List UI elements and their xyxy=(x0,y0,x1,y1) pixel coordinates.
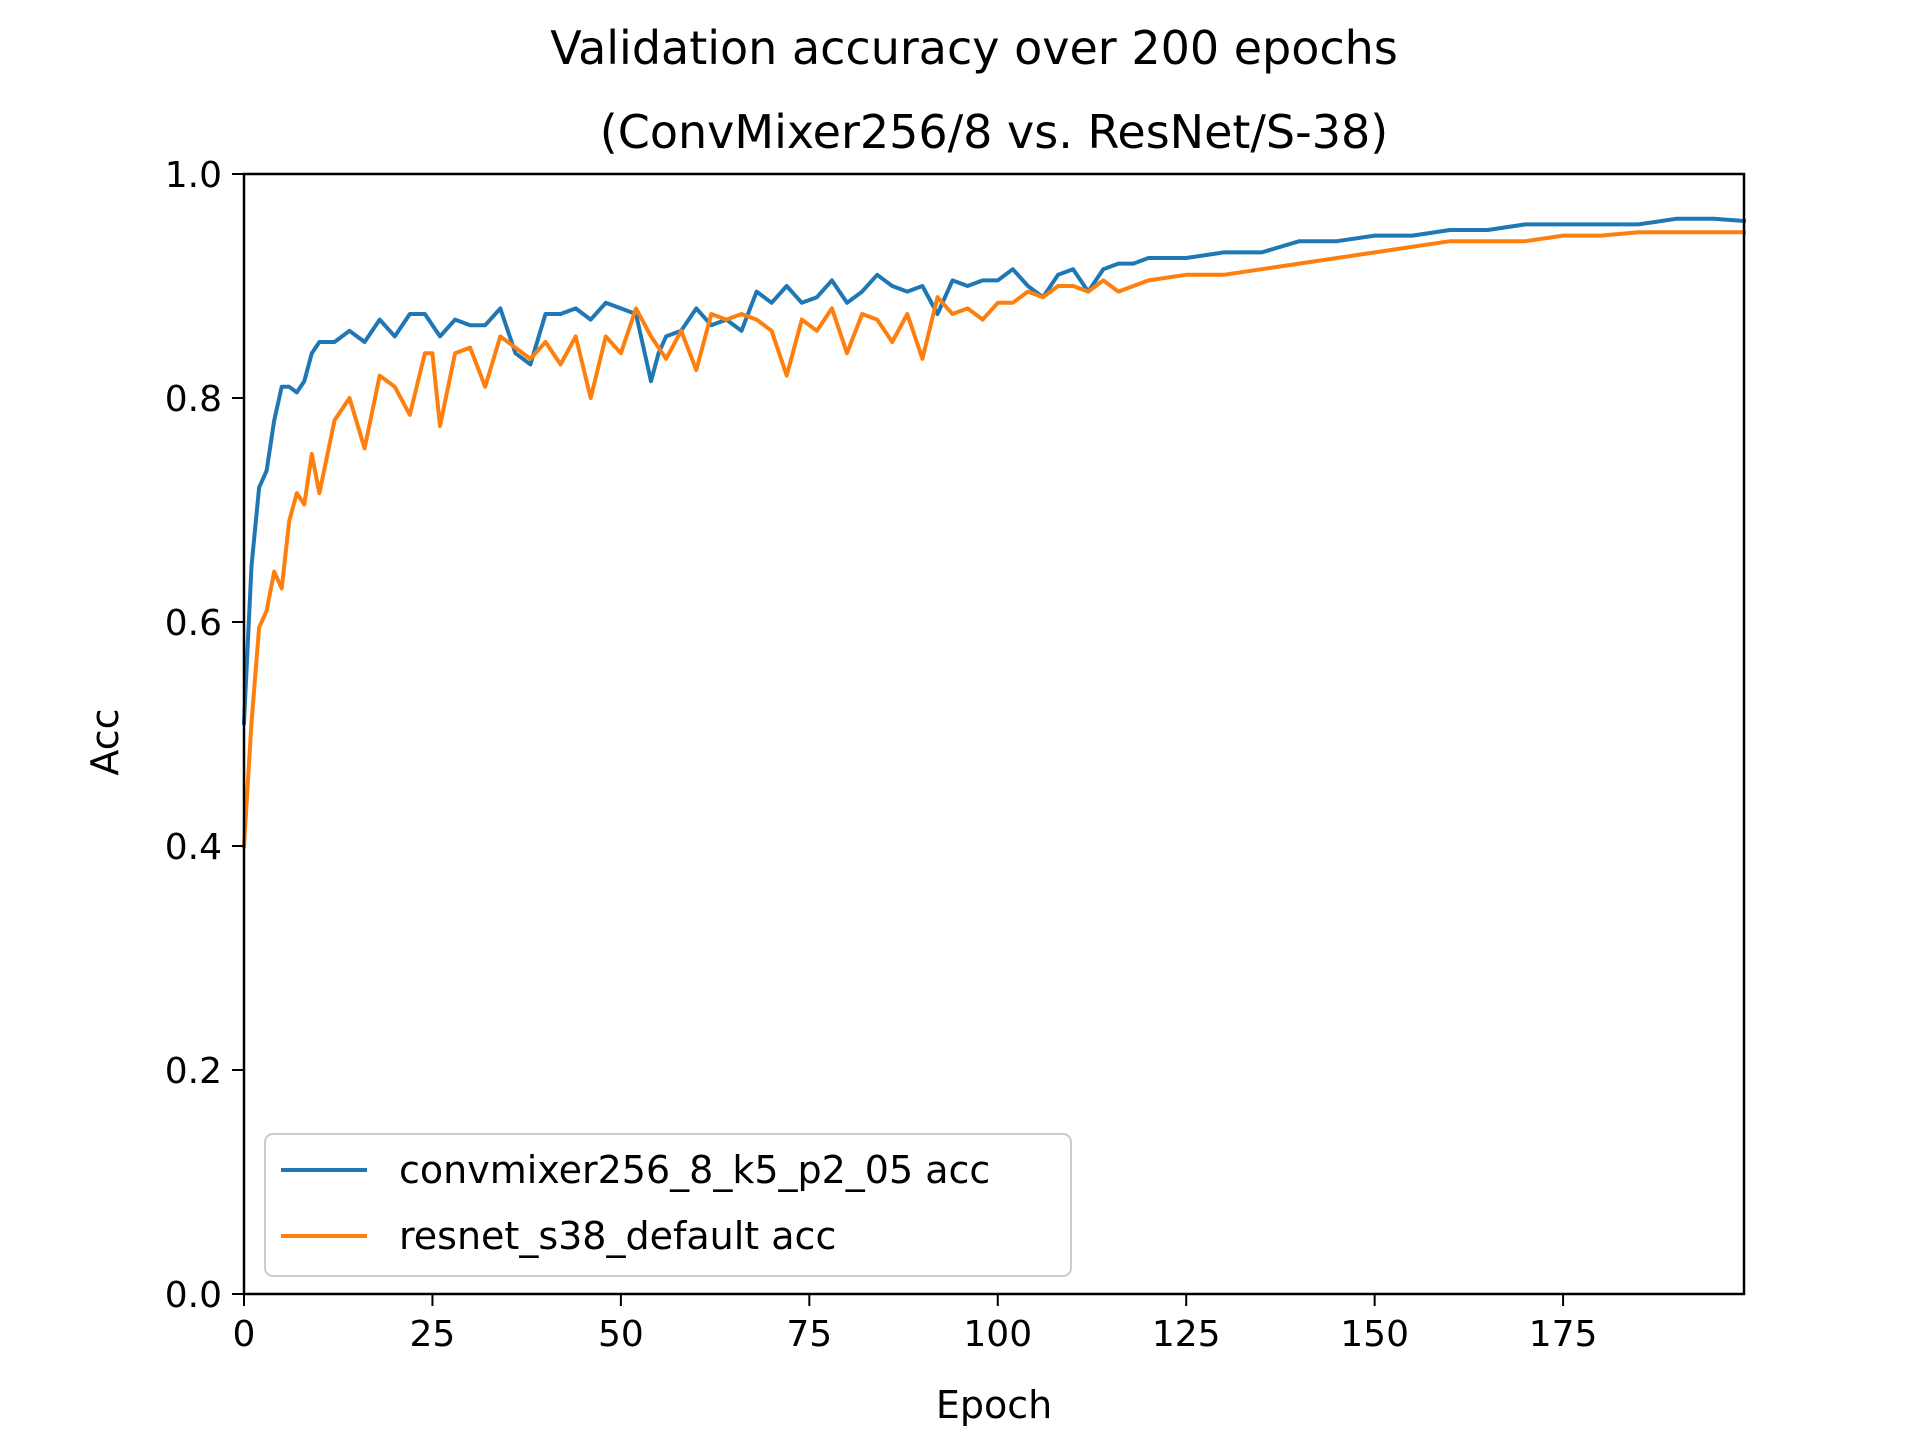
x-tick-label: 175 xyxy=(1529,1314,1598,1355)
x-tick-label: 100 xyxy=(963,1314,1032,1355)
y-tick-label: 0.8 xyxy=(165,379,222,420)
y-tick-label: 0.4 xyxy=(165,827,222,868)
x-tick-label: 50 xyxy=(598,1314,644,1355)
y-tick-label: 0.6 xyxy=(165,603,222,644)
legend-label-1: convmixer256_8_k5_p2_05 acc xyxy=(399,1148,990,1192)
x-axis-label: Epoch xyxy=(936,1383,1052,1427)
legend: convmixer256_8_k5_p2_05 acc resnet_s38_de… xyxy=(264,1133,1072,1277)
chart-subtitle: (ConvMixer256/8 vs. ResNet/S-38) xyxy=(600,105,1388,159)
plot-frame xyxy=(242,172,1746,1296)
y-tick-label: 1.0 xyxy=(165,155,222,196)
x-tick-label: 150 xyxy=(1340,1314,1409,1355)
x-tick-label: 25 xyxy=(410,1314,456,1355)
series-line-1 xyxy=(241,216,1747,725)
chart-title: Validation accuracy over 200 epochs xyxy=(550,21,1398,75)
y-axis-label: Acc xyxy=(83,708,127,775)
legend-label-2: resnet_s38_default acc xyxy=(399,1214,836,1258)
legend-box xyxy=(264,1133,1072,1277)
x-tick-label: 75 xyxy=(786,1314,832,1355)
y-tick-label: 0.0 xyxy=(165,1275,222,1316)
series-line-2 xyxy=(241,230,1746,849)
plot-area: 0 25 50 75 100 125 150 175 0.0 0.2 0.4 0.6 0.8 1.0 xyxy=(165,155,1747,1355)
y-tick-label: 0.2 xyxy=(165,1051,222,1092)
x-tick-label: 0 xyxy=(233,1314,256,1355)
x-tick-label: 125 xyxy=(1152,1314,1221,1355)
